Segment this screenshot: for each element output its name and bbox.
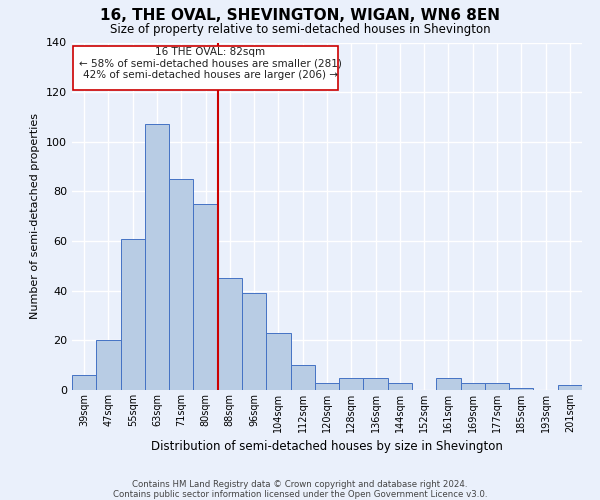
Bar bbox=[485, 382, 509, 390]
Text: 42% of semi-detached houses are larger (206) →: 42% of semi-detached houses are larger (… bbox=[83, 70, 338, 80]
X-axis label: Distribution of semi-detached houses by size in Shevington: Distribution of semi-detached houses by … bbox=[151, 440, 503, 454]
Text: 16, THE OVAL, SHEVINGTON, WIGAN, WN6 8EN: 16, THE OVAL, SHEVINGTON, WIGAN, WN6 8EN bbox=[100, 8, 500, 22]
Bar bbox=[315, 382, 339, 390]
Bar bbox=[436, 378, 461, 390]
Text: Contains public sector information licensed under the Open Government Licence v3: Contains public sector information licen… bbox=[113, 490, 487, 499]
Bar bbox=[121, 238, 145, 390]
Bar bbox=[218, 278, 242, 390]
Bar bbox=[266, 333, 290, 390]
Bar bbox=[242, 293, 266, 390]
Text: Size of property relative to semi-detached houses in Shevington: Size of property relative to semi-detach… bbox=[110, 22, 490, 36]
Y-axis label: Number of semi-detached properties: Number of semi-detached properties bbox=[31, 114, 40, 320]
Text: ← 58% of semi-detached houses are smaller (281): ← 58% of semi-detached houses are smalle… bbox=[79, 58, 342, 68]
Bar bbox=[193, 204, 218, 390]
Bar bbox=[461, 382, 485, 390]
Bar bbox=[72, 375, 96, 390]
Bar bbox=[558, 385, 582, 390]
Bar bbox=[509, 388, 533, 390]
Bar bbox=[364, 378, 388, 390]
Text: 16 THE OVAL: 82sqm: 16 THE OVAL: 82sqm bbox=[155, 48, 265, 58]
Bar bbox=[388, 382, 412, 390]
Bar bbox=[290, 365, 315, 390]
Bar bbox=[169, 179, 193, 390]
Bar bbox=[339, 378, 364, 390]
FancyBboxPatch shape bbox=[73, 46, 338, 90]
Bar bbox=[96, 340, 121, 390]
Bar bbox=[145, 124, 169, 390]
Text: Contains HM Land Registry data © Crown copyright and database right 2024.: Contains HM Land Registry data © Crown c… bbox=[132, 480, 468, 489]
